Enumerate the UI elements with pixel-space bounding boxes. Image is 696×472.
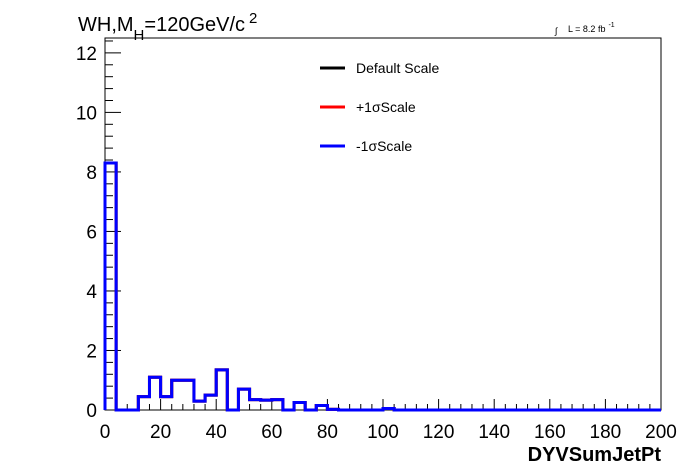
y-tick-label: 2 xyxy=(86,341,97,362)
x-tick-label: 20 xyxy=(150,422,171,443)
plot-frame xyxy=(104,37,662,411)
y-tick-label: 0 xyxy=(86,401,97,422)
series-line-3 xyxy=(103,161,661,412)
y-axis: 0 2 4 6 8 10 12 xyxy=(76,40,121,422)
series-line-1 xyxy=(103,161,661,412)
y-tick-label: 8 xyxy=(86,163,97,184)
x-axis-label: DYVSumJetPt xyxy=(528,444,662,466)
chart-title: WH,MH=120GeV/c 2 xyxy=(78,10,257,44)
y-tick-label: 4 xyxy=(86,282,97,303)
x-tick-label: 140 xyxy=(478,422,510,443)
lumi-superscript: -1 xyxy=(608,22,614,29)
lumi-integral-sign: ∫ xyxy=(554,26,559,36)
x-tick-label: 200 xyxy=(645,422,677,443)
x-tick-label: 100 xyxy=(367,422,399,443)
x-tick-label: 120 xyxy=(423,422,455,443)
x-axis: 0 20 40 60 80 100 120 140 160 180 200 xyxy=(100,399,677,443)
title-subscript: H xyxy=(134,27,145,44)
title-superscript: 2 xyxy=(249,10,257,27)
x-tick-label: 80 xyxy=(317,422,338,443)
lumi-text: L = 8.2 fb xyxy=(568,24,605,34)
x-tick-label: 0 xyxy=(100,422,111,443)
x-tick-label: 60 xyxy=(261,422,282,443)
series-group xyxy=(103,161,661,412)
legend-label: Default Scale xyxy=(356,60,439,76)
lumi-label: L = 8.2 fb -1 xyxy=(568,22,615,34)
legend-label: -1σScale xyxy=(356,138,412,154)
title-main: WH,M xyxy=(78,14,134,36)
series-line-2 xyxy=(103,161,661,412)
y-tick-label: 10 xyxy=(76,103,97,124)
x-tick-label: 40 xyxy=(206,422,227,443)
x-tick-label: 180 xyxy=(590,422,622,443)
legend-label: +1σScale xyxy=(356,99,416,115)
y-tick-label: 12 xyxy=(76,44,97,65)
legend: Default Scale +1σScale -1σScale xyxy=(320,60,439,154)
x-tick-label: 160 xyxy=(534,422,566,443)
y-tick-label: 6 xyxy=(86,222,97,243)
title-rest: =120GeV/c xyxy=(144,14,245,36)
